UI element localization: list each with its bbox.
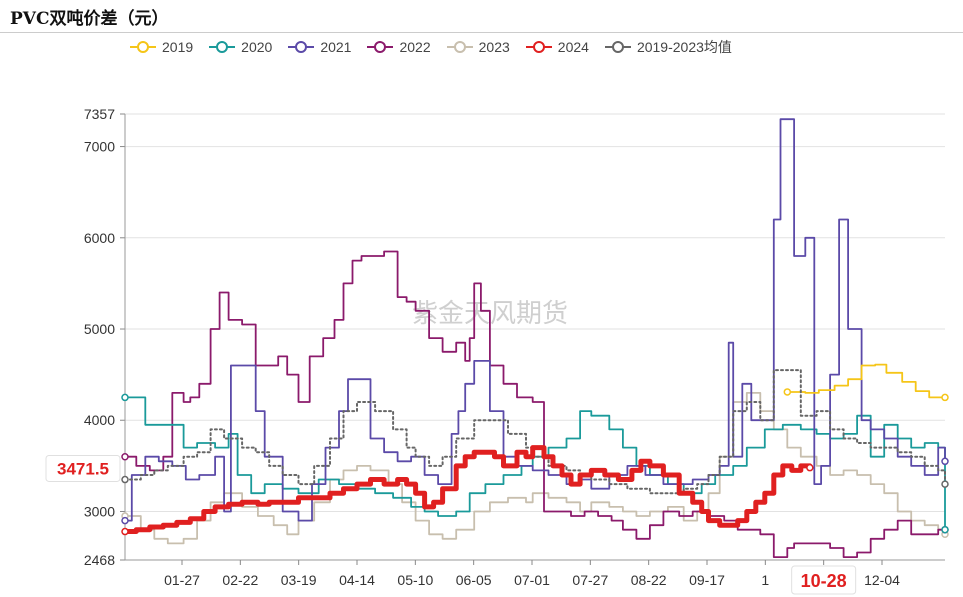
series-point xyxy=(806,463,814,472)
x-tick-label: 08-22 xyxy=(631,572,667,588)
series-point xyxy=(941,525,949,534)
title-divider xyxy=(0,32,963,33)
crosshair-y-box xyxy=(45,454,121,482)
series-line-2021 xyxy=(124,118,946,522)
y-tick-label: 3000 xyxy=(84,503,115,519)
legend-item[interactable]: 2023 xyxy=(446,37,510,57)
legend-marker-icon xyxy=(130,41,156,53)
x-tick-label: 09-17 xyxy=(689,572,725,588)
crosshair-y-label: 3471.5 xyxy=(57,459,109,478)
legend-label: 2021 xyxy=(320,39,352,55)
series-line-2024 xyxy=(122,445,813,534)
y-tick-label: 7357 xyxy=(84,106,115,122)
y-tick-label: 6000 xyxy=(84,230,115,246)
x-tick-label: 02-22 xyxy=(222,572,258,588)
series-point xyxy=(121,527,129,536)
legend-item[interactable]: 2019 xyxy=(130,37,193,57)
series-point xyxy=(783,388,792,396)
x-tick-label: 05-10 xyxy=(397,572,433,588)
series-point xyxy=(121,516,129,525)
legend-label: 2019-2023均值 xyxy=(636,39,732,55)
series-point xyxy=(121,393,129,402)
series-line-2019 xyxy=(786,363,946,399)
x-tick-label: 01-27 xyxy=(164,572,200,588)
legend-label: 2020 xyxy=(241,39,273,55)
legend-item[interactable]: 2024 xyxy=(525,37,589,57)
series-point xyxy=(941,457,949,466)
legend-label: 2023 xyxy=(478,39,510,55)
series-point xyxy=(121,452,129,461)
legend-marker-icon xyxy=(209,41,236,53)
x-tick-label: 07-27 xyxy=(572,572,608,588)
crosshair-x-label: 10-28 xyxy=(801,571,847,591)
series-point xyxy=(941,480,949,488)
x-tick-label: 07-01 xyxy=(514,572,550,588)
x-tick-label: 1 xyxy=(761,572,769,588)
legend-marker-icon xyxy=(604,41,631,53)
series-point xyxy=(121,475,129,484)
legend-item[interactable]: 2021 xyxy=(288,37,351,57)
chart-title: PVC双吨价差（元） xyxy=(10,9,169,29)
legend-marker-icon xyxy=(446,41,473,53)
y-tick-label: 7000 xyxy=(84,139,115,155)
legend-label: 2019 xyxy=(162,39,194,55)
legend-label: 2022 xyxy=(399,39,431,55)
chart-legend: 2019 2020 2021 2022 2023 2024 2019-2023均值 xyxy=(130,37,732,57)
legend-item[interactable]: 2019-2023均值 xyxy=(604,37,732,57)
legend-label: 2024 xyxy=(557,39,589,55)
legend-marker-icon xyxy=(367,41,394,53)
y-tick-label: 4000 xyxy=(84,412,115,428)
crosshair-x-box xyxy=(791,565,857,595)
series-point xyxy=(941,393,949,402)
legend-item[interactable]: 2020 xyxy=(209,37,272,57)
x-tick-label: 06-05 xyxy=(456,572,492,588)
x-tick-label: 04-14 xyxy=(339,572,375,588)
y-tick-label: 5000 xyxy=(84,321,115,337)
legend-marker-icon xyxy=(288,41,315,53)
x-tick-label: 03-19 xyxy=(281,572,317,588)
legend-item[interactable]: 2022 xyxy=(367,37,431,57)
x-tick-label: 12-04 xyxy=(864,572,900,588)
series-line-2020 xyxy=(124,396,946,531)
y-tick-label: 2468 xyxy=(84,552,115,568)
legend-marker-icon xyxy=(525,41,552,53)
series-line-2022 xyxy=(124,250,946,558)
